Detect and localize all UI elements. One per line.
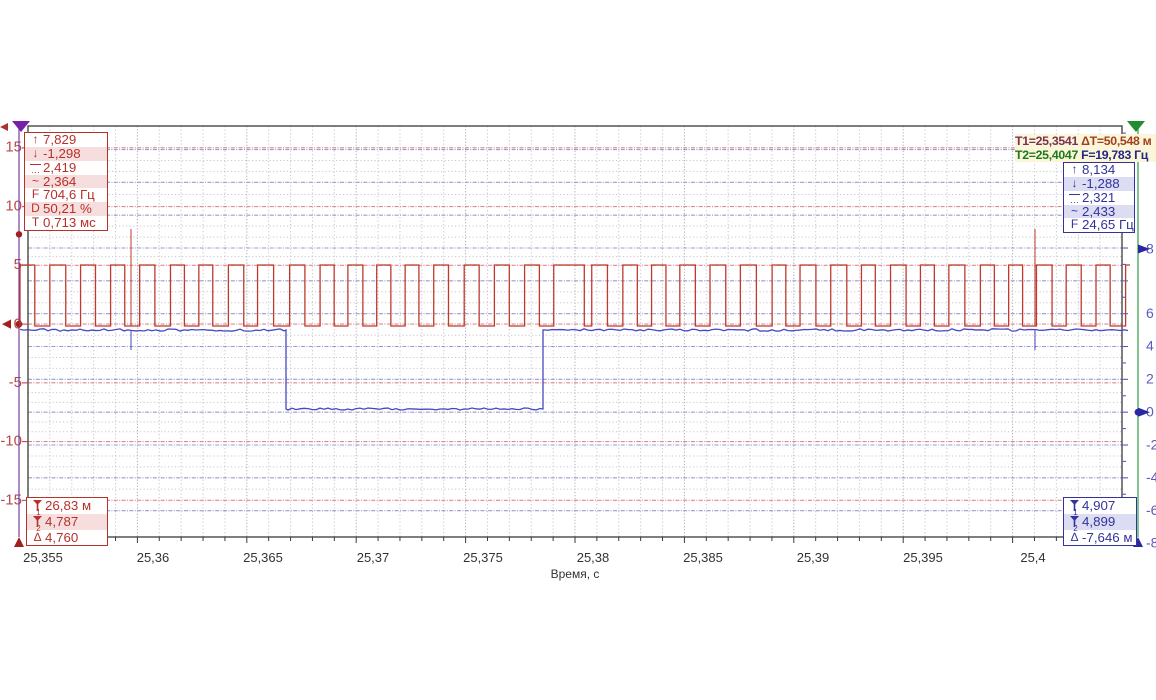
svg-text:-8: -8 <box>1146 535 1156 551</box>
svg-text:25,38: 25,38 <box>577 550 610 565</box>
svg-text:25,355: 25,355 <box>23 550 63 565</box>
svg-text:4: 4 <box>1146 338 1154 354</box>
svg-text:-6: -6 <box>1146 502 1156 518</box>
svg-text:-5: -5 <box>9 374 22 391</box>
svg-text:25,385: 25,385 <box>683 550 723 565</box>
svg-text:25,36: 25,36 <box>137 550 170 565</box>
svg-text:-2: -2 <box>1146 437 1156 453</box>
svg-text:2: 2 <box>1146 371 1154 387</box>
svg-text:25,39: 25,39 <box>797 550 830 565</box>
svg-text:-4: -4 <box>1146 469 1156 485</box>
svg-text:25,375: 25,375 <box>463 550 503 565</box>
svg-text:25,4: 25,4 <box>1020 550 1045 565</box>
svg-text:25,395: 25,395 <box>903 550 943 565</box>
svg-text:25,37: 25,37 <box>357 550 390 565</box>
svg-text:Время, с: Время, с <box>551 567 600 581</box>
svg-text:6: 6 <box>1146 305 1154 321</box>
svg-text:25,365: 25,365 <box>243 550 283 565</box>
